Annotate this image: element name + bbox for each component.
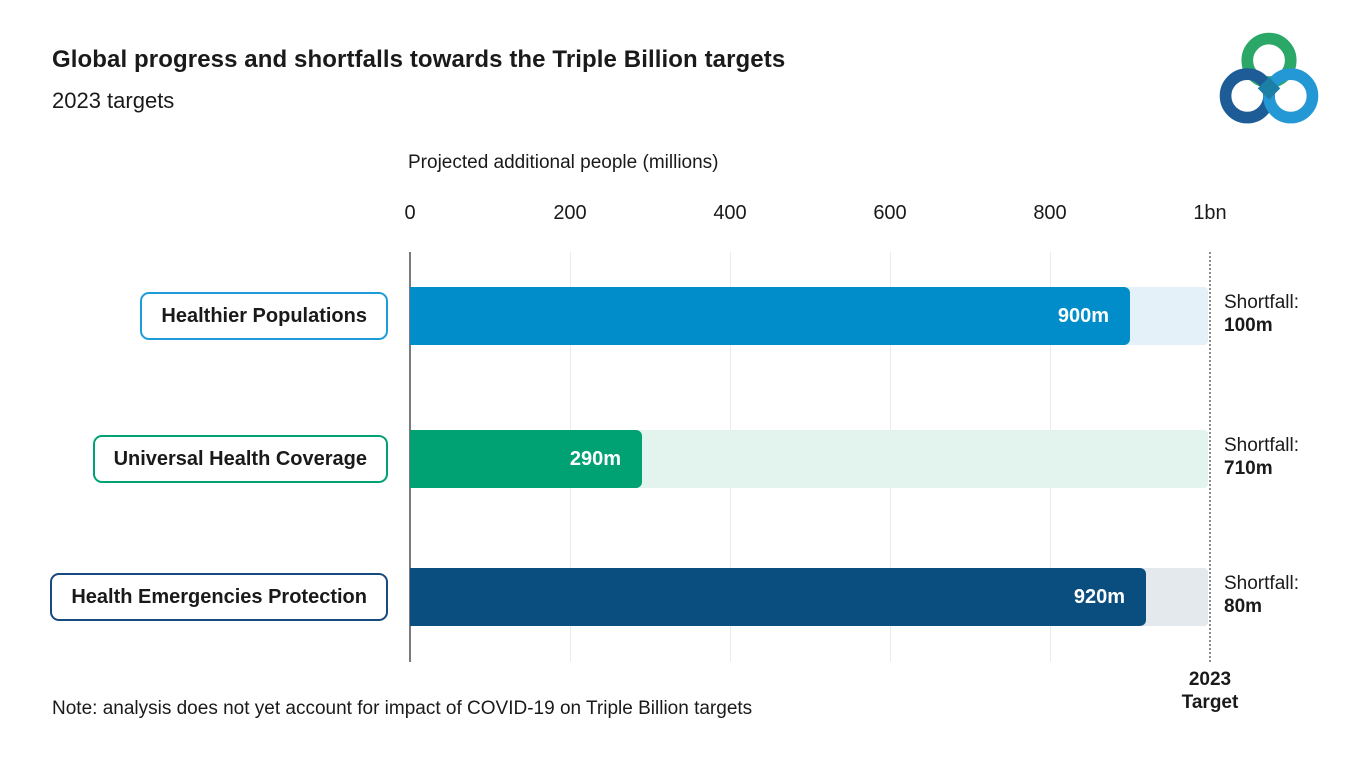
target-label-year: 2023	[1188, 669, 1232, 690]
page-subtitle: 2023 targets	[52, 88, 175, 113]
target-line-2023	[1209, 252, 1211, 662]
shortfall-universal-health-coverage: Shortfall: 710m	[1224, 434, 1299, 480]
x-axis-title: Projected additional people (millions)	[408, 152, 719, 173]
target-label-word: Target	[1181, 692, 1239, 714]
x-tick-600: 600	[873, 202, 907, 224]
bar-row-health-emergencies-protection: 920m	[410, 568, 1210, 626]
x-tick-1bn: 1bn	[1193, 202, 1227, 224]
bar-healthier-populations: 900m	[410, 287, 1130, 345]
shortfall-title: Shortfall:	[1224, 573, 1299, 594]
page-title: Global progress and shortfalls towards t…	[52, 46, 786, 73]
target-label-2023: 2023 Target	[1150, 668, 1270, 714]
footnote: Note: analysis does not yet account for …	[52, 698, 753, 719]
bar-health-emergencies-protection: 920m	[410, 568, 1146, 626]
x-tick-200: 200	[553, 202, 587, 224]
bar-universal-health-coverage: 290m	[410, 430, 642, 488]
x-tick-0: 0	[404, 202, 416, 224]
category-label-text: Health Emergencies Protection	[71, 585, 367, 608]
category-label-health-emergencies-protection: Health Emergencies Protection	[50, 573, 388, 621]
shortfall-healthier-populations: Shortfall: 100m	[1224, 291, 1299, 337]
bar-value-label: 900m	[1057, 304, 1109, 327]
plot-area: 900m 290m 920m	[409, 252, 1211, 662]
category-label-healthier-populations: Healthier Populations	[140, 292, 388, 340]
bar-row-universal-health-coverage: 290m	[410, 430, 1210, 488]
x-axis-ticks: 0 200 400 600 800 1bn	[404, 202, 1226, 228]
triple-billion-logo	[1219, 32, 1319, 124]
category-label-universal-health-coverage: Universal Health Coverage	[92, 435, 388, 483]
x-tick-400: 400	[713, 202, 747, 224]
shortfall-value: 710m	[1224, 458, 1273, 480]
category-label-text: Healthier Populations	[161, 304, 367, 327]
x-tick-800: 800	[1033, 202, 1067, 224]
shortfall-title: Shortfall:	[1224, 292, 1299, 313]
shortfall-health-emergencies-protection: Shortfall: 80m	[1224, 572, 1299, 618]
bar-value-label: 920m	[1073, 585, 1125, 608]
shortfall-title: Shortfall:	[1224, 435, 1299, 456]
shortfall-value: 100m	[1224, 315, 1273, 337]
shortfall-value: 80m	[1224, 596, 1263, 618]
bar-value-label: 290m	[569, 447, 621, 470]
category-label-text: Universal Health Coverage	[113, 447, 367, 470]
bar-row-healthier-populations: 900m	[410, 287, 1210, 345]
